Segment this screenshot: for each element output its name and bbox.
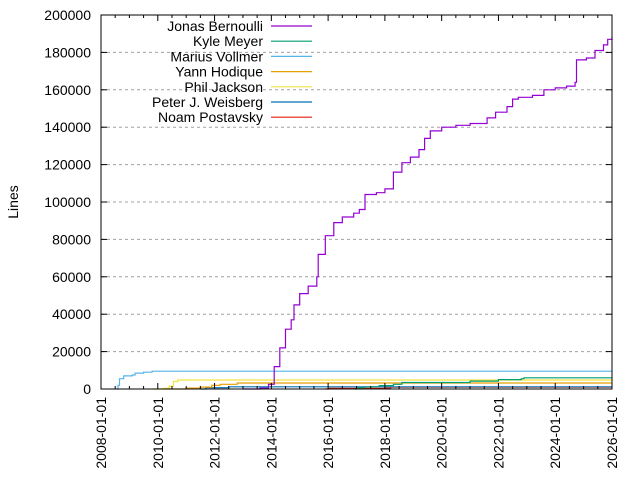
x-tick-label: 2016-01-01: [320, 397, 336, 469]
x-tick-label: 2020-01-01: [434, 397, 450, 469]
series-line: [116, 370, 612, 390]
x-tick-label: 2026-01-01: [604, 397, 620, 469]
y-tick-label: 0: [83, 381, 91, 397]
y-tick-label: 40000: [52, 306, 91, 322]
y-tick-label: 200000: [44, 7, 91, 23]
legend-label: Jonas Bernoulli: [167, 18, 263, 34]
legend-label: Marius Vollmer: [170, 48, 263, 64]
y-tick-label: 100000: [44, 194, 91, 210]
legend-label: Phil Jackson: [184, 79, 263, 95]
y-axis: 0 20000 40000 60000 80000 100000 120000 140000 1…: [44, 7, 612, 397]
y-axis-label: Lines: [5, 185, 21, 218]
y-tick-label: 180000: [44, 44, 91, 60]
x-tick-label: 2024-01-01: [547, 397, 563, 469]
x-tick-label: 2010-01-01: [150, 397, 166, 469]
x-tick-label: 2018-01-01: [377, 397, 393, 469]
y-tick-label: 20000: [52, 344, 91, 360]
legend-label: Peter J. Weisberg: [152, 94, 263, 110]
legend-label: Yann Hodique: [175, 64, 263, 80]
y-tick-label: 120000: [44, 157, 91, 173]
series-line: [242, 37, 613, 390]
y-tick-label: 60000: [52, 269, 91, 285]
x-tick-label: 2012-01-01: [207, 397, 223, 469]
series-line: [353, 377, 612, 390]
x-axis: 2008-01-01 2010-01-01 2012-01-01 2014-01-01…: [93, 15, 620, 469]
y-tick-label: 160000: [44, 82, 91, 98]
legend-label: Kyle Meyer: [193, 33, 263, 49]
y-tick-label: 140000: [44, 119, 91, 135]
x-tick-label: 2022-01-01: [490, 397, 506, 469]
legend-label: Noam Postavsky: [158, 109, 263, 125]
grid-lines: [101, 51, 612, 353]
x-tick-label: 2008-01-01: [93, 397, 109, 469]
y-tick-label: 80000: [52, 231, 91, 247]
x-tick-label: 2014-01-01: [263, 397, 279, 469]
